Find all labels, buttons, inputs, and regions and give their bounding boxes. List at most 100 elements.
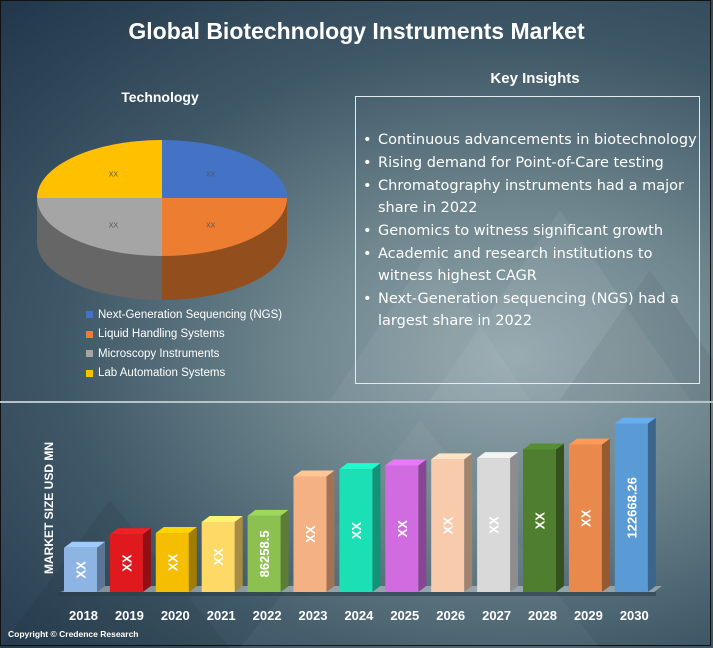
x-tick-label: 2028 bbox=[528, 608, 557, 623]
insight-item: • Continuous advancements in biotechnolog… bbox=[363, 129, 698, 151]
x-tick-label: 2018 bbox=[69, 608, 98, 623]
bar-side bbox=[647, 417, 656, 592]
bar-2020: XX bbox=[155, 527, 197, 592]
y-axis-label: MARKET SIZE USD MN bbox=[42, 442, 56, 574]
bar-top bbox=[247, 509, 289, 516]
pie-slice-2 bbox=[37, 198, 162, 256]
bar-value-label: XX bbox=[119, 554, 134, 572]
bar-2021: XX bbox=[201, 515, 243, 592]
bar-2027: XX bbox=[477, 452, 519, 592]
pie-slice-1 bbox=[162, 198, 287, 256]
bar-front bbox=[385, 465, 419, 592]
insight-text: Continuous advancements in biotechnology bbox=[378, 132, 697, 148]
bar-side bbox=[280, 509, 289, 592]
bar-front bbox=[339, 469, 373, 592]
bar-2028: XX bbox=[523, 443, 564, 592]
bar-side bbox=[556, 443, 564, 592]
bar-side bbox=[464, 453, 473, 592]
chart-base bbox=[58, 592, 656, 596]
bar-top bbox=[293, 470, 335, 477]
bar-side bbox=[372, 463, 381, 592]
x-tick-label: 2021 bbox=[207, 608, 236, 623]
bar-top bbox=[431, 453, 473, 460]
bar-2024: XX bbox=[339, 463, 381, 592]
bar-top bbox=[64, 541, 105, 548]
page-title: Global Biotechnology Instruments Market bbox=[128, 18, 585, 44]
x-tick-label: 2025 bbox=[390, 608, 419, 623]
bar-front bbox=[109, 534, 143, 592]
bar-front bbox=[477, 458, 511, 592]
key-insights-box bbox=[355, 96, 700, 384]
x-tick-label: 2027 bbox=[482, 608, 511, 623]
bar-value-label: XX bbox=[303, 525, 318, 543]
bullet-icon: • bbox=[363, 246, 372, 262]
insight-item: • Chromatography instruments had a major … bbox=[363, 175, 698, 219]
x-tick-label: 2019 bbox=[115, 608, 144, 623]
bar-front bbox=[64, 547, 97, 592]
bar-front bbox=[431, 459, 465, 592]
key-insights-list: • Continuous advancements in biotechnolog… bbox=[363, 129, 698, 333]
pie-slice-label: XX bbox=[109, 222, 119, 229]
legend-item-microscopy: Microscopy Instruments bbox=[86, 344, 282, 364]
legend-swatch-microscopy bbox=[86, 350, 93, 358]
bar-side bbox=[510, 452, 519, 592]
insight-text: Academic and research institutions to wi… bbox=[378, 246, 653, 284]
x-tick-label: 2020 bbox=[161, 608, 190, 623]
bar-value-label: XX bbox=[441, 517, 456, 535]
bar-front bbox=[155, 533, 189, 592]
bar-top bbox=[109, 528, 151, 535]
pie-side-2 bbox=[37, 198, 162, 300]
bullet-icon: • bbox=[363, 178, 372, 194]
bar-side bbox=[97, 541, 105, 592]
pie-slice-3 bbox=[37, 140, 162, 198]
bar-2026: XX bbox=[431, 453, 473, 592]
legend-swatch-lab-automation bbox=[86, 369, 93, 377]
legend-swatch-liquid-handling bbox=[86, 330, 93, 338]
pie-slice-label: XX bbox=[206, 222, 216, 229]
bar-2019: XX bbox=[109, 528, 151, 592]
bar-value-label: XX bbox=[487, 516, 502, 534]
bar-top bbox=[523, 443, 564, 450]
bullet-icon: • bbox=[363, 132, 372, 148]
bar-front bbox=[568, 444, 602, 592]
bar-side bbox=[234, 515, 243, 592]
bullet-icon: • bbox=[363, 155, 372, 171]
legend-label-microscopy: Microscopy Instruments bbox=[98, 347, 220, 360]
pie-legend: Next-Generation Sequencing (NGS) Liquid … bbox=[86, 305, 282, 383]
pie-title: Technology bbox=[121, 89, 199, 105]
insight-text: Genomics to witness significant growth bbox=[378, 223, 664, 239]
bar-top bbox=[155, 527, 197, 534]
bar-2022: 86258.5 bbox=[247, 509, 289, 592]
insight-text: Next-Generation sequencing (NGS) had a l… bbox=[378, 291, 680, 329]
pie-slice-0 bbox=[162, 140, 287, 198]
bar-side bbox=[188, 527, 197, 592]
bar-2029: XX bbox=[568, 438, 610, 592]
bullet-icon: • bbox=[363, 291, 372, 307]
bar-2030: 122668.26 bbox=[614, 417, 656, 592]
bar-top bbox=[385, 459, 427, 466]
bar-value-label: XX bbox=[578, 509, 593, 527]
legend-item-liquid-handling: Liquid Handling Systems bbox=[86, 325, 282, 345]
insight-item: • Academic and research institutions to w… bbox=[363, 243, 698, 287]
x-tick-label: 2022 bbox=[253, 608, 282, 623]
bar-front bbox=[614, 423, 648, 592]
pie-slice-label: XX bbox=[206, 172, 216, 179]
bar-side bbox=[418, 459, 427, 592]
x-tick-label: 2024 bbox=[344, 608, 374, 623]
x-tick-label: 2023 bbox=[299, 608, 328, 623]
bar-front bbox=[201, 521, 235, 592]
bar-value-label: 122668.26 bbox=[624, 477, 639, 538]
bullet-icon: • bbox=[363, 223, 372, 239]
bar-front bbox=[293, 476, 327, 592]
bar-2023: XX bbox=[293, 470, 335, 592]
bar-2025: XX bbox=[385, 459, 427, 592]
insight-item: • Rising demand for Point-of-Care testing bbox=[363, 152, 698, 174]
bar-side bbox=[601, 438, 610, 592]
insight-text: Rising demand for Point-of-Care testing bbox=[378, 155, 664, 171]
bar-value-label: 86258.5 bbox=[257, 530, 272, 577]
pie-slice-label: XX bbox=[109, 172, 119, 179]
bar-value-label: XX bbox=[74, 561, 89, 579]
